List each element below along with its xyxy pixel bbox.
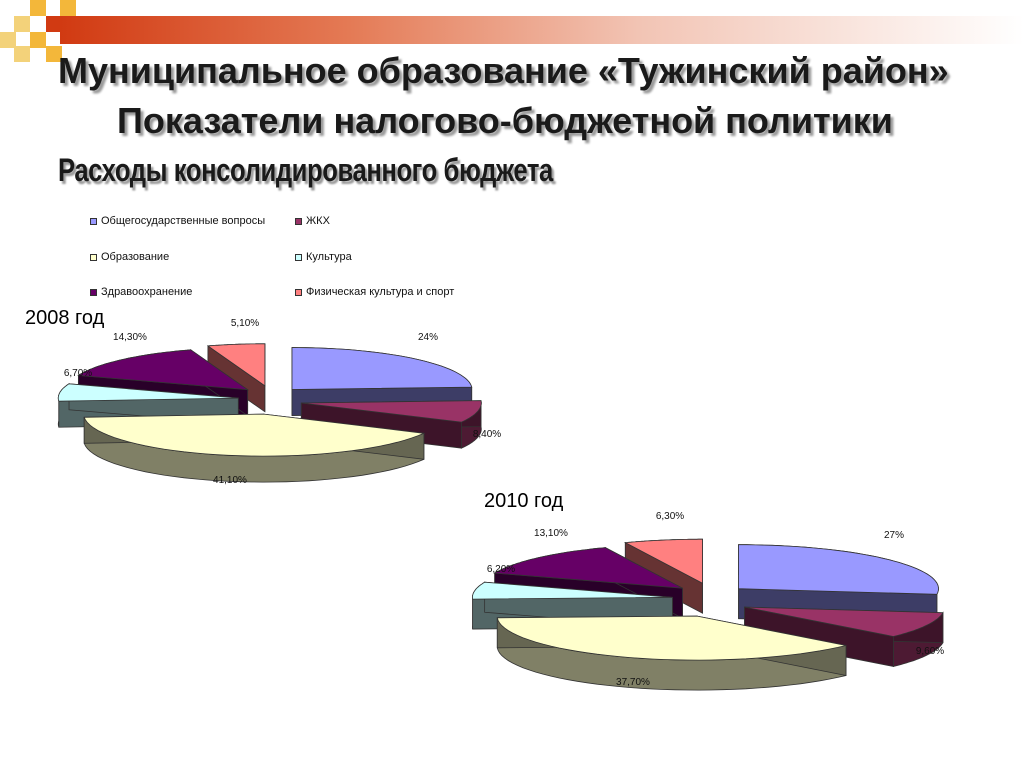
pie-data-label: 41,10% — [213, 475, 247, 486]
chart-2008-title: 2008 год — [25, 307, 105, 329]
deco-square — [0, 32, 16, 48]
pie-slice-top — [57, 383, 239, 402]
pie-data-label: 14,30% — [113, 332, 147, 343]
deco-square — [46, 46, 62, 62]
pie-data-label: 8,40% — [473, 429, 501, 440]
pie-slice — [206, 343, 266, 413]
chart-2008-pie: 24% 8,40% 41,10% 6,70% 14,30% 5,10% — [57, 318, 501, 486]
pie-data-label: 24% — [418, 332, 438, 343]
pie-slice-top — [301, 400, 482, 423]
pie-data-label: 6,70% — [64, 368, 92, 379]
slide-title: Муниципальное образование «Тужинский рай… — [58, 50, 949, 91]
legend-item: Образование — [90, 251, 169, 263]
deco-square — [14, 46, 30, 62]
pie-slice-top — [496, 615, 847, 661]
legend-item: Культура — [295, 251, 352, 263]
header-decoration — [0, 0, 1024, 62]
pie-data-label: 5,10% — [231, 318, 259, 329]
pie-slice-top — [77, 349, 250, 391]
pie-slice-top — [493, 547, 683, 589]
pie-data-label: 27% — [884, 530, 904, 541]
pie-data-label: 13,10% — [534, 528, 568, 539]
legend-item: ЖКХ — [295, 215, 330, 227]
legend-label: Образование — [101, 251, 170, 263]
pie-slice — [496, 615, 847, 691]
pie-slice-top — [206, 343, 266, 387]
chart-2010-pie: 27% 9,60% 37,70% 6,20% 13,10% 6,30% — [472, 511, 944, 691]
pie-data-label: 6,30% — [656, 511, 684, 522]
pie-slice-top — [623, 538, 703, 584]
legend-swatch — [295, 288, 302, 296]
deco-square — [60, 0, 76, 16]
legend-swatch — [295, 253, 302, 261]
legend-label: Здравоохранение — [101, 286, 193, 298]
chart-2010-title: 2010 год — [484, 490, 564, 512]
pie-slice-top — [738, 544, 939, 595]
slide-section-title: Расходы консолидированного бюджета — [58, 152, 553, 188]
legend-item: Общегосударственные вопросы — [90, 215, 265, 227]
deco-square — [30, 0, 46, 16]
legend-label: Физическая культура и спорт — [306, 286, 455, 298]
pie-slice-top — [83, 413, 426, 457]
legend-item: Физическая культура и спорт — [295, 286, 454, 298]
deco-square — [46, 16, 62, 32]
pie-data-label: 37,70% — [616, 677, 650, 688]
legend-swatch — [90, 288, 97, 296]
pie-data-label: 9,60% — [916, 646, 944, 657]
legend-label: Культура — [306, 251, 352, 263]
pie-slice-top — [472, 581, 673, 600]
slide-subtitle: Показатели налогово-бюджетной политики — [117, 100, 893, 141]
legend-item: Здравоохранение — [90, 286, 192, 298]
pie-slice-top — [291, 347, 473, 390]
legend-swatch — [90, 253, 97, 261]
pie-data-label: 6,20% — [487, 564, 515, 575]
header-gradient-band — [60, 16, 1024, 44]
deco-square — [30, 32, 46, 48]
deco-square — [14, 16, 30, 32]
legend-label: ЖКХ — [306, 215, 330, 227]
pie-slice-top — [744, 606, 944, 637]
chart-legend: Общегосударственные вопросы ЖКХ Образова… — [90, 215, 510, 305]
legend-label: Общегосударственные вопросы — [101, 215, 266, 227]
legend-swatch — [295, 217, 302, 225]
pie-slice — [744, 606, 944, 668]
legend-swatch — [90, 217, 97, 225]
pie-slice — [623, 538, 703, 614]
pie-slice — [83, 413, 426, 483]
